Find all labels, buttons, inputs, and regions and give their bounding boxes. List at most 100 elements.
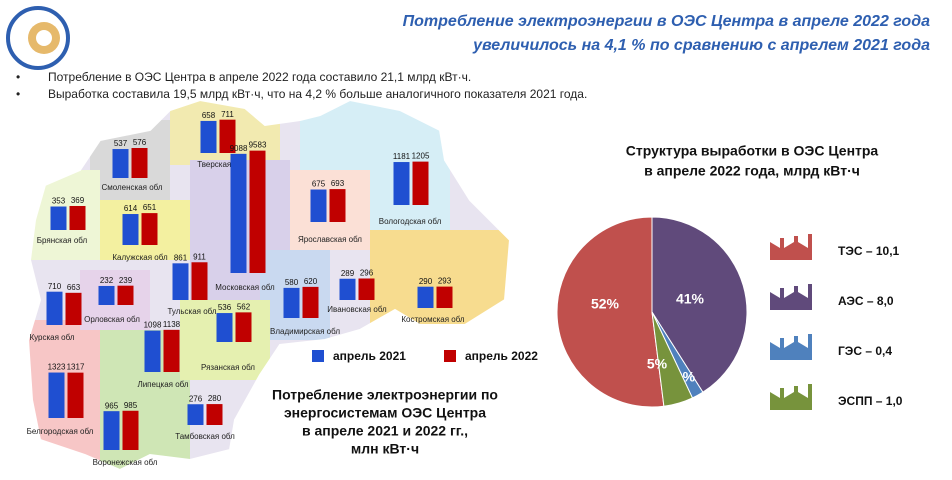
region-label: Рязанская обл: [201, 363, 255, 372]
title-line: увеличилось на 4,1 % по сравнению с апре…: [472, 37, 930, 54]
pie-slice: [651, 216, 748, 393]
bar: [329, 189, 346, 222]
bar: [339, 278, 356, 300]
bar: [50, 206, 67, 230]
value-label: 861: [174, 253, 188, 262]
bar: [122, 410, 139, 450]
bar: [283, 287, 300, 318]
region-label: Калужская обл: [112, 253, 168, 262]
value-label: 1323: [48, 363, 66, 372]
region-label: Липецкая обл: [137, 380, 188, 389]
bar: [219, 119, 236, 153]
legend-label: ТЭС – 10,1: [838, 244, 900, 258]
bar: [67, 372, 84, 418]
region-label: Ивановская обл: [327, 305, 387, 314]
bullet: Выработка составила 19,5 млрд кВт·ч, что…: [48, 87, 587, 101]
bullet: Потребление в ОЭС Центра в апреле 2022 г…: [48, 70, 471, 84]
bar: [48, 372, 65, 418]
bar: [436, 286, 453, 308]
legend-label: ЭСПП – 1,0: [838, 394, 903, 408]
value-label: 369: [71, 196, 85, 205]
value-label: 710: [48, 282, 62, 291]
pie-slice: [556, 216, 665, 408]
bar: [216, 313, 233, 342]
map: [28, 100, 510, 470]
region-label: Ярославская обл: [298, 235, 362, 244]
region-label: Костромская обл: [401, 315, 465, 324]
value-label: 965: [105, 401, 119, 410]
value-label: 675: [312, 180, 326, 189]
value-label: 280: [208, 394, 222, 403]
legend-label: апрель 2022: [465, 349, 538, 363]
value-label: 289: [341, 269, 355, 278]
value-label: 293: [438, 277, 452, 286]
legend-swatch: [312, 350, 324, 362]
region-label: Тамбовская обл: [175, 432, 235, 441]
bar: [144, 330, 161, 372]
value-label: 576: [133, 138, 147, 147]
bar: [191, 262, 208, 300]
value-label: 663: [67, 283, 81, 292]
legend-label: АЭС – 8,0: [838, 294, 894, 308]
chart-title: в апреле 2021 и 2022 гг.,: [302, 423, 468, 439]
value-label: 985: [124, 401, 138, 410]
chart-title: Структура выработки в ОЭС Центра: [626, 143, 879, 159]
value-label: 1317: [67, 363, 85, 372]
value-label: 9088: [230, 144, 248, 153]
region-label: Тульская обл: [167, 307, 216, 316]
legend-icon: [770, 334, 812, 360]
value-label: 658: [202, 111, 216, 120]
value-label: 580: [285, 278, 299, 287]
chart-title: в апреле 2022 года, млрд кВт·ч: [644, 163, 860, 179]
region-label: Орловская обл: [84, 315, 140, 324]
value-label: 693: [331, 179, 345, 188]
bar: [310, 189, 327, 222]
chart-title: Потребление электроэнергии по: [272, 387, 498, 403]
bar: [117, 285, 134, 305]
bullet-dot: •: [16, 87, 20, 101]
title-line: Потребление электроэнергии в ОЭС Центра …: [403, 13, 931, 30]
bar: [172, 263, 189, 300]
bar: [393, 162, 410, 205]
value-label: 290: [419, 277, 433, 286]
bar: [103, 411, 120, 450]
bar: [141, 213, 158, 245]
pie-slice: [651, 311, 694, 407]
bar: [249, 150, 266, 273]
value-label: 296: [360, 269, 374, 278]
legend-icon: [770, 284, 812, 310]
value-label: 651: [143, 203, 157, 212]
region-label: Брянская обл: [37, 236, 88, 245]
value-label: 353: [52, 197, 66, 206]
value-label: 711: [221, 110, 234, 119]
slice-label: 5%: [647, 356, 668, 372]
bar: [65, 292, 82, 325]
bar: [302, 286, 319, 318]
value-label: 537: [114, 139, 128, 148]
bar: [358, 278, 375, 300]
region-label: Тверская обл: [197, 160, 247, 169]
value-label: 614: [124, 204, 138, 213]
value-label: 9583: [249, 141, 267, 150]
bar: [235, 312, 252, 342]
bar: [112, 149, 129, 178]
value-label: 1205: [412, 152, 430, 161]
bar: [417, 286, 434, 308]
chart-title: энергосистемам ОЭС Центра: [284, 405, 486, 421]
region-label: Московская обл: [215, 283, 275, 292]
region-label: Вологодская обл: [379, 217, 442, 226]
value-label: 620: [304, 277, 318, 286]
region-label: Белгородская обл: [27, 427, 94, 436]
region-label: Смоленская обл: [101, 183, 162, 192]
bar: [206, 404, 223, 425]
bar: [163, 329, 180, 372]
region-label: Курская обл: [29, 333, 74, 342]
bar: [230, 153, 247, 273]
legend-label: ГЭС – 0,4: [838, 344, 892, 358]
bar: [69, 205, 86, 230]
value-label: 1138: [163, 320, 181, 329]
region-label: Владимирская обл: [270, 327, 340, 336]
value-label: 536: [218, 303, 232, 312]
slice-label: 52%: [591, 296, 620, 312]
value-label: 276: [189, 394, 203, 403]
